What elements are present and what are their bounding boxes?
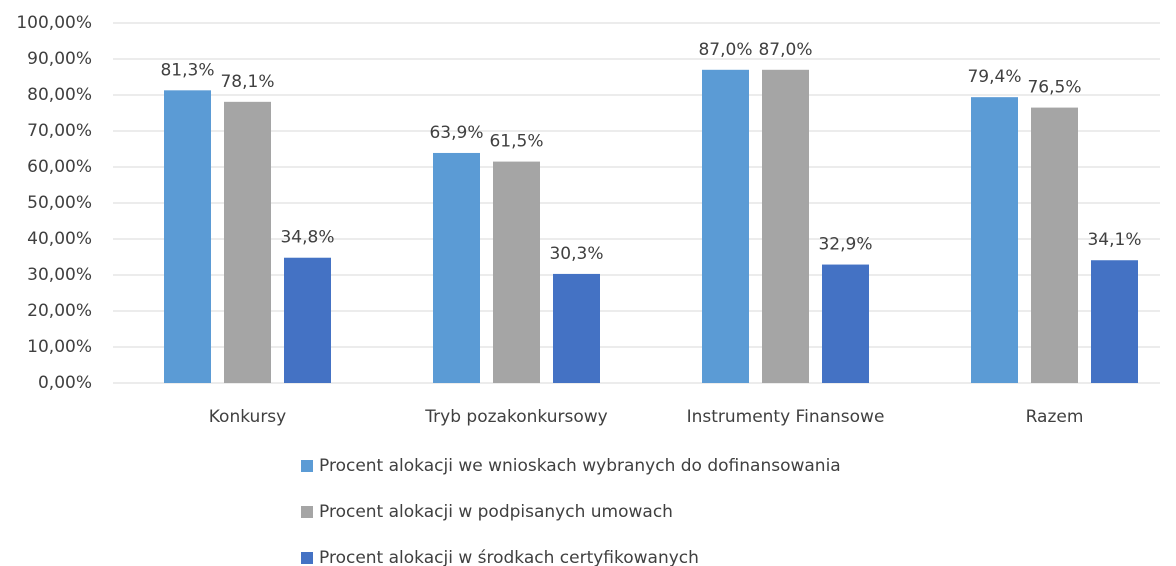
data-label: 63,9% [429,123,483,143]
bar [971,97,1018,383]
data-label: 87,0% [758,40,812,60]
y-tick-label: 90,00% [27,49,92,69]
data-label: 76,5% [1027,78,1081,98]
x-tick-label: Razem [1026,407,1084,427]
data-label: 78,1% [220,72,274,92]
x-tick-label: Tryb pozakonkursowy [424,407,607,427]
data-label: 61,5% [489,132,543,152]
y-tick-label: 70,00% [27,121,92,141]
bar [702,69,749,384]
y-tick-label: 100,00% [16,13,92,33]
bar [493,161,540,383]
x-tick-label: Konkursy [209,407,286,427]
bar [164,90,211,383]
legend-label: Procent alokacji we wnioskach wybranych … [319,456,841,476]
y-tick-label: 40,00% [27,229,92,249]
y-tick-label: 50,00% [27,193,92,213]
bar [433,152,480,383]
bar [762,69,809,384]
bar [553,273,600,383]
data-label: 81,3% [160,60,214,80]
bar [284,257,331,383]
data-label: 79,4% [967,67,1021,87]
y-tick-label: 80,00% [27,85,92,105]
bar [224,101,271,383]
y-tick-label: 10,00% [27,337,92,357]
legend-swatch [301,460,313,472]
legend-label: Procent alokacji w podpisanych umowach [319,502,673,522]
x-tick-label: Instrumenty Finansowe [687,407,885,427]
data-label: 30,3% [549,244,603,264]
y-tick-label: 20,00% [27,301,92,321]
legend-label: Procent alokacji w środkach certyfikowan… [319,548,699,566]
y-tick-label: 30,00% [27,265,92,285]
data-label: 34,8% [280,228,334,248]
data-label: 87,0% [698,40,752,60]
data-label: 32,9% [818,235,872,255]
bar [822,264,869,383]
legend-swatch [301,552,313,564]
y-tick-label: 60,00% [27,157,92,177]
legend-swatch [301,506,313,518]
data-label: 34,1% [1087,230,1141,250]
bar [1031,107,1078,383]
bar [1091,260,1138,383]
y-tick-label: 0,00% [38,373,92,393]
